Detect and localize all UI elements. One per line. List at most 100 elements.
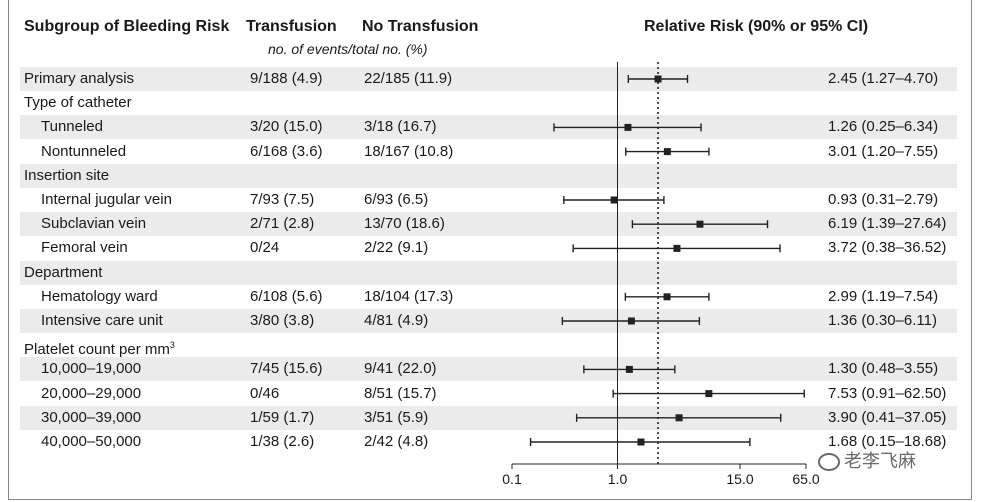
no-transfusion-cell: 9/41 (22.0) <box>364 360 437 378</box>
no-transfusion-cell: 18/167 (10.8) <box>364 142 454 160</box>
row-label: 10,000–19,000 <box>41 359 141 379</box>
row-label: Hematology ward <box>41 287 158 307</box>
relative-risk-cell: 3.90 (0.41–37.05) <box>828 408 947 426</box>
no-transfusion-cell: 18/104 (17.3) <box>364 287 454 305</box>
relative-risk-cell: 1.30 (0.48–3.55) <box>828 360 939 378</box>
transfusion-cell: 0/46 <box>250 384 280 402</box>
x-tick-label: 0.1 <box>502 471 522 487</box>
row-label-text: 30,000–39,000 <box>41 408 142 426</box>
no-transfusion-cell: 2/22 (9.1) <box>364 239 429 257</box>
relative-risk-cell: 1.36 (0.30–6.11) <box>828 312 937 329</box>
transfusion-cell: 7/45 (15.6) <box>250 360 323 378</box>
row-label: Primary analysis <box>24 69 134 89</box>
row-label: Nontunneled <box>41 142 126 162</box>
transfusion-cell: 6/108 (5.6) <box>250 287 323 305</box>
no-transfusion-cell: 3/18 (16.7) <box>364 118 437 136</box>
table-row: Femoral vein 0/24 2/22 (9.1) 3.72 (0.38–36.… <box>20 236 957 260</box>
row-label-text: Primary analysis <box>24 70 135 87</box>
relative-risk-cell: 1.26 (0.25–6.34) <box>828 118 939 136</box>
x-tick-label: 65.0 <box>792 471 819 487</box>
no-transfusion-cell: 13/70 (18.6) <box>364 215 445 233</box>
row-label: Insertion site <box>24 166 109 186</box>
no-transfusion-cell: 8/51 (15.7) <box>364 384 437 402</box>
relative-risk-cell: 0.93 (0.31–2.79) <box>828 191 939 208</box>
table-row: Internal jugular vein 7/93 (7.5) 6/93 (6.5… <box>20 188 957 212</box>
row-label-text: Subclavian vein <box>41 215 147 233</box>
transfusion-cell: 0/24 <box>250 239 280 257</box>
row-label-text: Department <box>24 263 103 281</box>
row-label: 30,000–39,000 <box>41 408 141 428</box>
point-estimate-marker <box>663 293 671 301</box>
table-row: Department <box>20 260 957 285</box>
row-label: 20,000–29,000 <box>41 384 141 404</box>
row-label-text: Hematology ward <box>41 287 158 305</box>
relative-risk-cell: 6.19 (1.39–27.64) <box>828 215 947 233</box>
point-estimate-marker <box>673 244 681 252</box>
no-transfusion-cell: 2/42 (4.8) <box>364 433 429 450</box>
row-label-text: Nontunneled <box>41 142 127 160</box>
table-row: Nontunneled 6/168 (3.6) 18/167 (10.8) 3.01 … <box>20 140 957 164</box>
header-transfusion: Transfusion <box>246 18 337 35</box>
header-subgroup: Subgroup of Bleeding Risk <box>24 18 230 35</box>
row-label-text: Intensive care unit <box>41 312 163 329</box>
point-estimate-marker <box>637 438 645 446</box>
header-no-transfusion: No Transfusion <box>362 18 479 35</box>
table-row: 20,000–29,000 0/46 8/51 (15.7) 7.53 (0.91–6… <box>20 382 957 406</box>
row-label-superscript: 3 <box>169 340 175 351</box>
table-row: Intensive care unit 3/80 (3.8) 4/81 (4.9) 1… <box>20 309 957 333</box>
table-row: Hematology ward 6/108 (5.6) 18/104 (17.3) 2… <box>20 285 957 309</box>
row-label-text: 10,000–19,000 <box>41 360 142 378</box>
point-estimate-marker <box>696 220 704 228</box>
table-row: Platelet count per mm3 <box>20 333 957 360</box>
figure-frame <box>8 0 972 500</box>
point-estimate-marker <box>654 75 662 83</box>
point-estimate-marker <box>625 365 633 373</box>
point-estimate-marker <box>610 196 618 204</box>
transfusion-cell: 9/188 (4.9) <box>250 70 323 87</box>
transfusion-cell: 1/38 (2.6) <box>250 433 315 450</box>
table-row: 10,000–19,000 7/45 (15.6) 9/41 (22.0) 1.30 … <box>20 357 957 382</box>
table-row: Primary analysis 9/188 (4.9) 22/185 (11.9)… <box>20 67 957 91</box>
transfusion-cell: 1/59 (1.7) <box>250 408 315 426</box>
no-transfusion-cell: 4/81 (4.9) <box>364 312 429 329</box>
row-label: Intensive care unit <box>41 311 163 331</box>
table-row: Type of catheter <box>20 91 957 115</box>
no-transfusion-cell: 6/93 (6.5) <box>364 191 429 208</box>
x-tick-label: 1.0 <box>608 471 628 487</box>
row-label: Department <box>24 263 102 283</box>
relative-risk-cell: 2.45 (1.27–4.70) <box>828 70 939 87</box>
table-row: 30,000–39,000 1/59 (1.7) 3/51 (5.9) 3.90 (0… <box>20 405 957 430</box>
row-label: Tunneled <box>41 117 103 137</box>
no-transfusion-cell: 3/51 (5.9) <box>364 408 429 426</box>
row-label: Internal jugular vein <box>41 190 172 210</box>
relative-risk-cell: 7.53 (0.91–62.50) <box>828 384 947 402</box>
table-row: Tunneled 3/20 (15.0) 3/18 (16.7) 1.26 (0.25… <box>20 115 957 140</box>
wechat-icon <box>818 453 840 472</box>
relative-risk-cell: 2.99 (1.19–7.54) <box>828 287 939 305</box>
table-row: Insertion site <box>20 163 957 188</box>
row-label-text: Tunneled <box>41 118 103 136</box>
table-row: Subclavian vein 2/71 (2.8) 13/70 (18.6) 6.1… <box>20 212 957 237</box>
row-label-text: 20,000–29,000 <box>41 384 142 402</box>
point-estimate-marker <box>705 390 713 398</box>
point-estimate-marker <box>675 414 683 422</box>
transfusion-cell: 6/168 (3.6) <box>250 142 323 160</box>
relative-risk-cell: 3.72 (0.38–36.52) <box>828 239 947 257</box>
relative-risk-cell: 1.68 (0.15–18.68) <box>828 433 947 450</box>
point-estimate-marker <box>627 317 635 325</box>
point-estimate-marker <box>624 123 632 131</box>
header-events-subtitle: no. of events/total no. (%) <box>268 41 428 57</box>
table-row: 40,000–50,000 1/38 (2.6) 2/42 (4.8) 1.68 (0… <box>20 430 957 454</box>
point-estimate-marker <box>663 148 671 156</box>
row-label-text: Femoral vein <box>41 239 128 257</box>
transfusion-cell: 3/80 (3.8) <box>250 312 315 329</box>
row-label: Femoral vein <box>41 238 128 258</box>
row-label: 40,000–50,000 <box>41 432 141 452</box>
watermark-text: 老李飞麻 <box>844 451 916 471</box>
row-label: Platelet count per mm3 <box>24 335 175 360</box>
row-label-text: 40,000–50,000 <box>41 433 142 450</box>
row-label: Type of catheter <box>24 93 132 113</box>
watermark: 老李飞麻 <box>818 447 916 473</box>
row-label-text: Internal jugular vein <box>41 191 172 208</box>
